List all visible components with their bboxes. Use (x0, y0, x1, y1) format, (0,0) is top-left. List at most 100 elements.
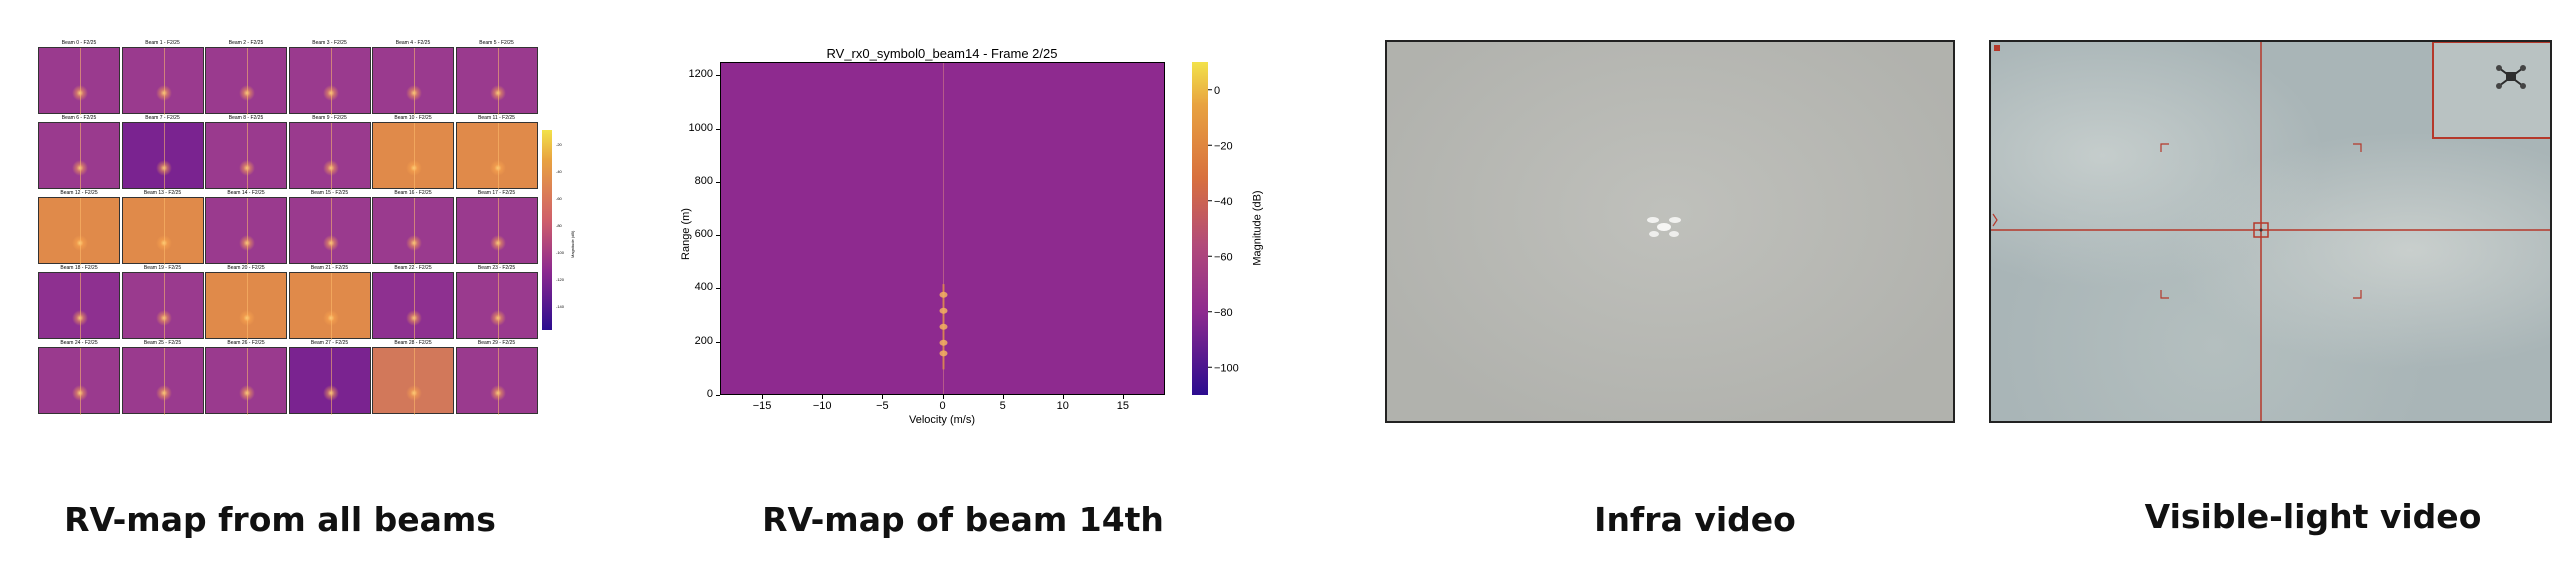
y-tick-label: 600 (694, 228, 713, 241)
beam14-heatmap (720, 62, 1165, 395)
beam-cell-zero-doppler (497, 348, 499, 415)
y-tick (716, 341, 720, 343)
x-tick (1122, 395, 1124, 399)
beam-cell-zero-doppler (497, 123, 499, 190)
beam-cell-title: Beam 28 - F2/25 (394, 340, 432, 346)
beam-cell (121, 122, 204, 190)
beam-cell-zero-doppler (80, 48, 81, 115)
beam-cell-zero-doppler (80, 123, 81, 190)
beam-cell-title: Beam 18 - F2/25 (60, 265, 98, 271)
y-tick (716, 181, 720, 183)
beam-cell-title: Beam 25 - F2/25 (143, 340, 182, 346)
y-tick-label: 200 (694, 334, 713, 347)
colorbar-tick-label: −100 (1214, 362, 1239, 374)
beam-cell (372, 122, 454, 190)
x-tick-label: 0 (939, 400, 946, 412)
beam-cell-zero-doppler (497, 273, 499, 340)
beam-cell-zero-doppler (80, 273, 81, 340)
beam-cell (288, 272, 371, 340)
beam-cell-zero-doppler (414, 273, 415, 340)
y-tick (716, 395, 720, 396)
tracking-overlay (1991, 42, 2550, 421)
beam-cell-title: Beam 12 - F2/25 (60, 190, 98, 196)
target-highlight (939, 307, 948, 314)
target-highlight (939, 323, 948, 330)
beam-cell-zero-doppler (247, 348, 248, 415)
beam-cell-title: Beam 24 - F2/25 (60, 340, 98, 346)
infra-vignette (1387, 42, 1953, 421)
beam-cell-title: Beam 19 - F2/25 (143, 265, 182, 271)
beam-cell-zero-doppler (414, 48, 415, 115)
beam-cell-zero-doppler (80, 198, 81, 265)
beam-cell-title: Beam 20 - F2/25 (227, 265, 265, 271)
beam-cell (121, 47, 204, 115)
beam-cell (372, 47, 454, 115)
beam-cell (372, 197, 454, 265)
beam-cell (455, 47, 538, 115)
beam-cell-title: Beam 23 - F2/25 (477, 265, 516, 271)
zoomed-drone-icon (2496, 65, 2526, 89)
beam-cell-zero-doppler (414, 123, 415, 190)
beam-cell-zero-doppler (497, 48, 499, 115)
x-tick-label: −15 (752, 400, 772, 412)
beam-cell-title: Beam 6 - F2/25 (61, 115, 97, 121)
beam-cell (121, 272, 204, 340)
x-tick-label: −5 (876, 400, 889, 412)
beam-cell-title: Beam 8 - F2/25 (228, 115, 264, 121)
beam-cell (455, 197, 538, 265)
drone-icon (1647, 217, 1681, 237)
beam-cell (288, 347, 371, 415)
beam14-title: RV_rx0_symbol0_beam14 - Frame 2/25 (826, 46, 1058, 61)
colorbar-tick-label: −60 (1214, 251, 1233, 263)
beam-cell-title: Beam 27 - F2/25 (310, 340, 349, 346)
beam-cell-title: Beam 1 - F2/25 (145, 40, 180, 46)
beam-cell-zero-doppler (330, 198, 332, 265)
caption-infra: Infra video (1594, 500, 1796, 539)
beam-cell-title: Beam 10 - F2/25 (394, 115, 432, 121)
colorbar-tick-label: -40 (556, 169, 563, 174)
colorbar-tick-label: −20 (1214, 140, 1233, 152)
beam-cell-title: Beam 14 - F2/25 (227, 190, 265, 196)
beam-cell-zero-doppler (330, 348, 332, 415)
colorbar-tick-label: -140 (556, 304, 565, 309)
beam-cell-title: Beam 2 - F2/25 (228, 40, 264, 46)
target-highlight (939, 339, 948, 346)
beam-cell-zero-doppler (163, 273, 165, 340)
beam-cell (455, 272, 538, 340)
beam-cell-title: Beam 22 - F2/25 (394, 265, 432, 271)
x-tick (762, 395, 764, 399)
beam14-xlabel: Velocity (m/s) (908, 414, 976, 426)
target-highlight (939, 350, 948, 357)
beam-cell-zero-doppler (330, 273, 332, 340)
beam-cell (121, 347, 204, 415)
y-tick (716, 288, 720, 290)
beam-cell-title: Beam 29 - F2/25 (477, 340, 516, 346)
beam-cell-zero-doppler (247, 123, 248, 190)
beam-cell-title: Beam 11 - F2/25 (478, 115, 515, 121)
beam-cell (121, 197, 204, 265)
beam-cell-title: Beam 13 - F2/25 (143, 190, 182, 196)
beam-cell-zero-doppler (247, 198, 248, 265)
beam14-colorbar: 0 −20 −40 −60 −80 −100 (1192, 62, 1239, 395)
beam-cell-zero-doppler (414, 348, 415, 415)
beam-cell (38, 47, 120, 115)
beam-cell-title: Beam 26 - F2/25 (227, 340, 265, 346)
beam-cell-title: Beam 16 - F2/25 (394, 190, 432, 196)
beam-cell-zero-doppler (330, 123, 332, 190)
visible-light-video-frame (1989, 40, 2552, 423)
beam-cell (288, 197, 371, 265)
colorbar-tick-label: -20 (556, 142, 563, 147)
beam-cell-title: Beam 15 - F2/25 (310, 190, 349, 196)
x-tick-label: 5 (999, 400, 1006, 412)
caption-all-beams: RV-map from all beams (64, 500, 496, 539)
colorbar-tick-label: -120 (556, 277, 565, 282)
beam-cell-title: Beam 4 - F2/25 (395, 40, 431, 46)
x-tick-label: 10 (1056, 400, 1069, 412)
beam-cell (38, 272, 120, 340)
y-tick-label: 400 (694, 281, 713, 294)
y-tick-label: 0 (706, 388, 713, 400)
colorbar-tick-label: 0 (1214, 85, 1220, 97)
beam-cell (205, 122, 287, 190)
beam-cell-title: Beam 5 - F2/25 (479, 40, 514, 46)
beam-cell (372, 272, 454, 340)
